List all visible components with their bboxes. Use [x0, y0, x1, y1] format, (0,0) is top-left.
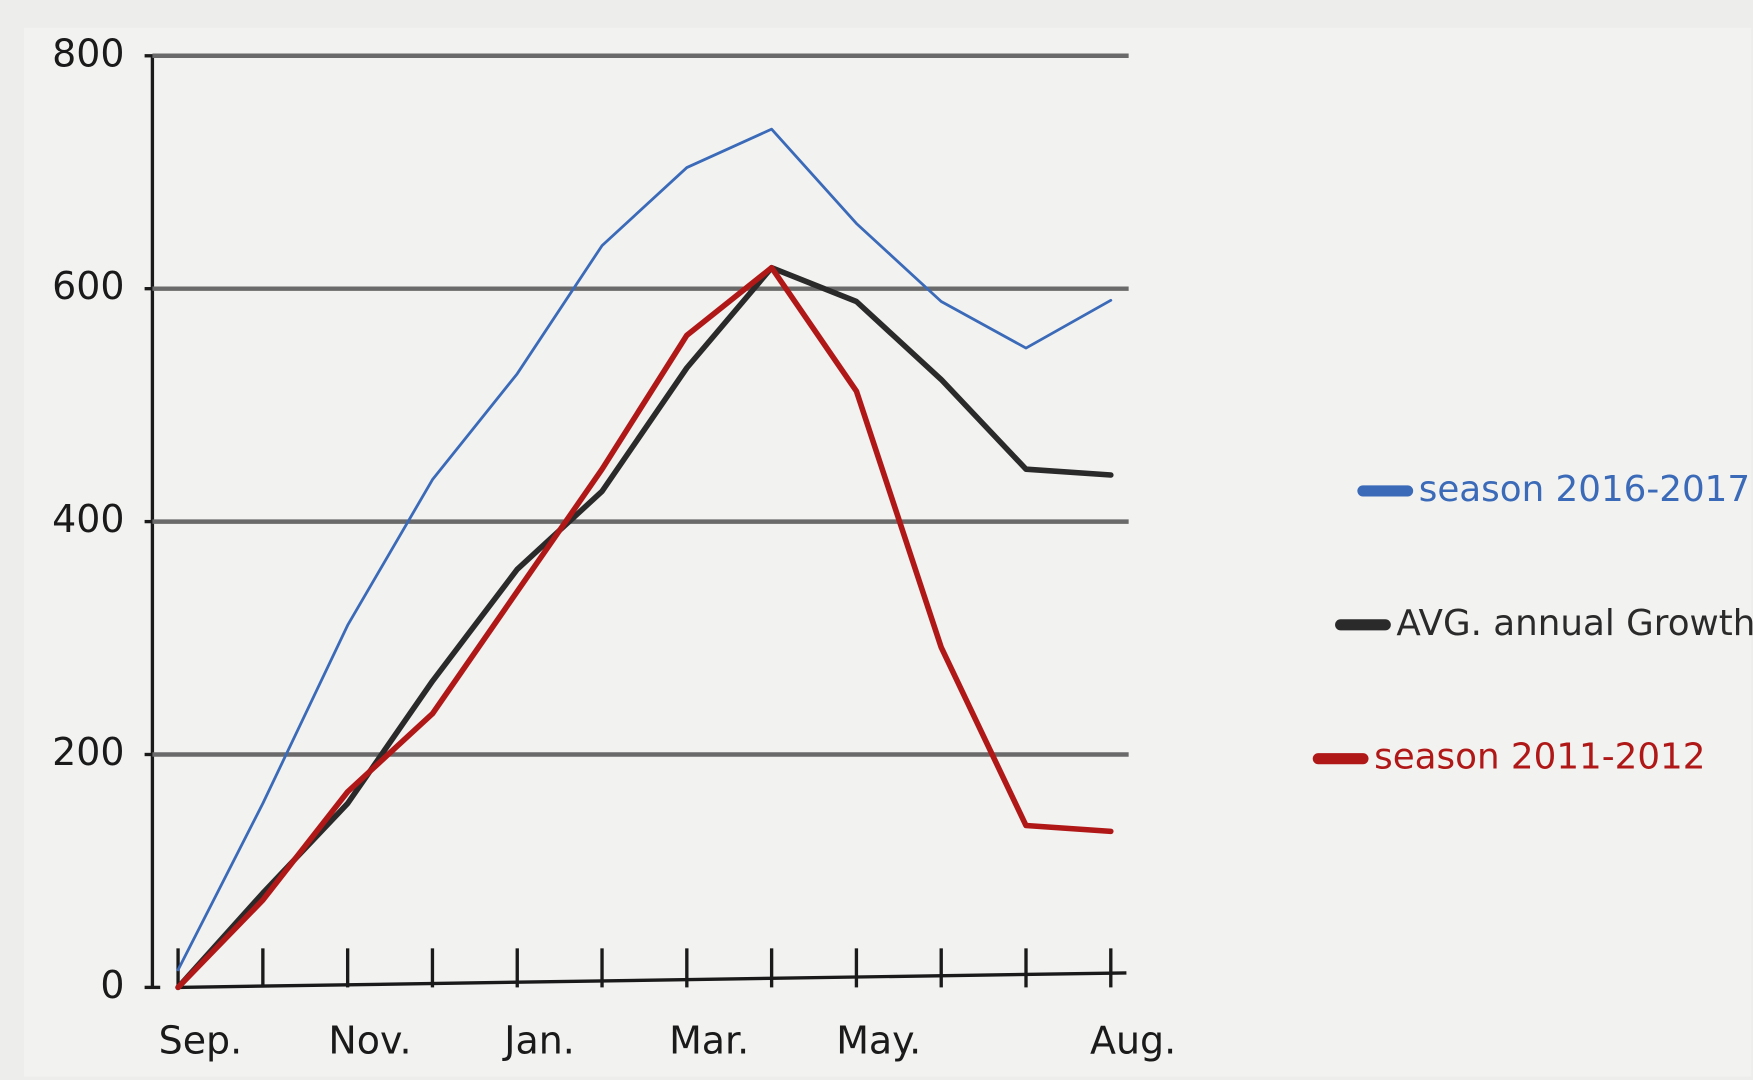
legend-label: season 2016-2017: [1419, 469, 1750, 510]
y-tick-label: 600: [52, 264, 124, 308]
x-tick-label: Aug.: [1090, 1019, 1176, 1063]
legend-label: AVG. annual Growth: [1396, 603, 1753, 644]
y-tick-label: 0: [100, 963, 124, 1007]
x-tick-label: Jan.: [502, 1019, 575, 1063]
x-tick-label: Sep.: [159, 1019, 243, 1063]
y-tick-label: 400: [52, 497, 124, 541]
x-tick-label: Mar.: [669, 1019, 749, 1063]
y-tick-label: 800: [52, 31, 124, 75]
legend-label: season 2011-2012: [1374, 737, 1705, 778]
paper: [24, 28, 1751, 1077]
x-tick-label: Nov.: [328, 1019, 411, 1063]
chart: 0 200 400 600 800 Sep. Nov. Jan. Mar. May. Aug. sea…: [0, 0, 1753, 1080]
x-tick-label: May.: [836, 1019, 921, 1063]
y-tick-label: 200: [52, 730, 124, 774]
